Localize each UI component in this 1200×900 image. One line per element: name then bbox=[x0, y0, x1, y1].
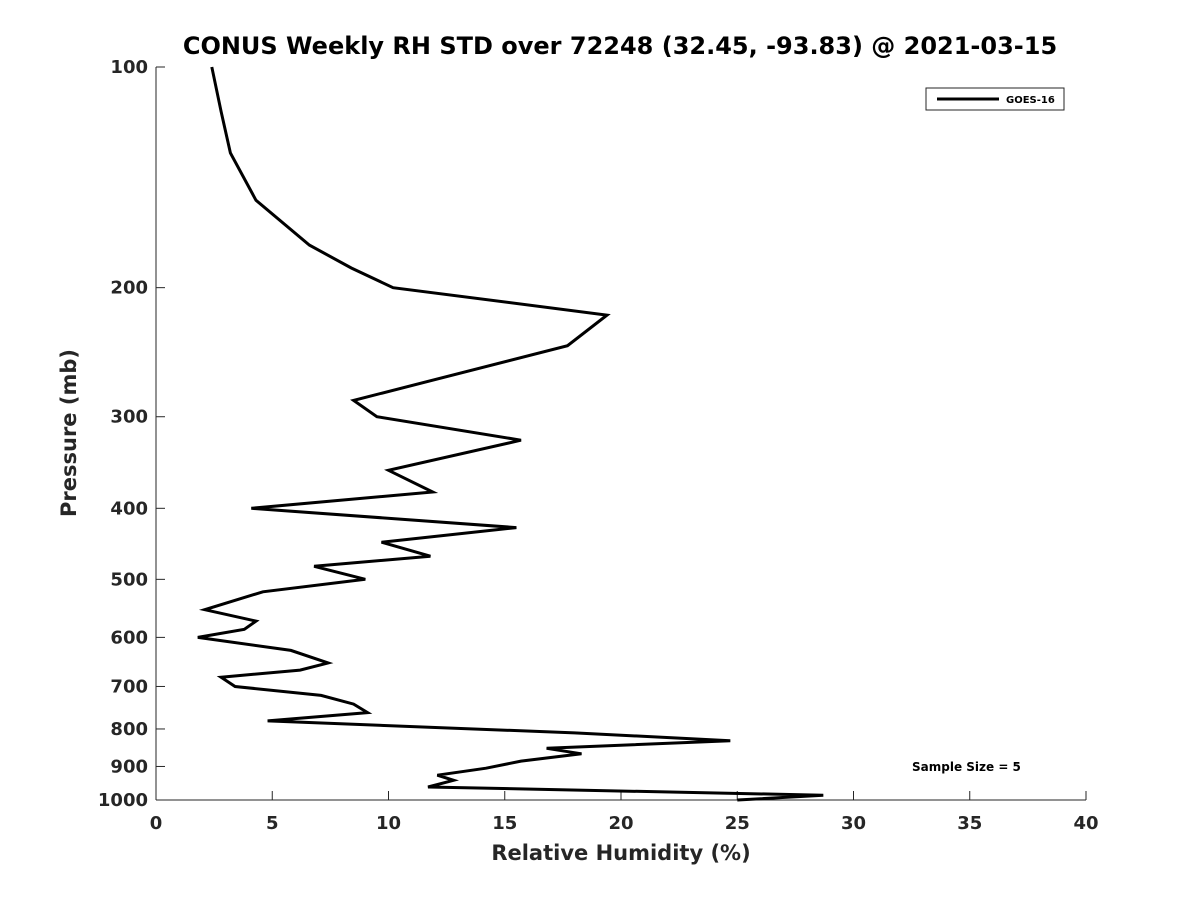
y-axis-label: Pressure (mb) bbox=[57, 349, 81, 517]
y-tick-label: 1000 bbox=[98, 790, 148, 811]
y-ticks: 100 200 300 400 500 600 700 800 900 1000 bbox=[98, 57, 165, 811]
y-tick-label: 500 bbox=[110, 569, 148, 590]
y-tick-label: 600 bbox=[110, 627, 148, 648]
x-tick-label: 40 bbox=[1073, 813, 1098, 834]
x-tick-label: 10 bbox=[376, 813, 401, 834]
chart-title: CONUS Weekly RH STD over 72248 (32.45, -… bbox=[183, 32, 1057, 60]
y-tick-label: 800 bbox=[110, 719, 148, 740]
x-tick-label: 0 bbox=[150, 813, 163, 834]
x-tick-label: 25 bbox=[725, 813, 750, 834]
x-tick-label: 5 bbox=[266, 813, 279, 834]
y-tick-label: 900 bbox=[110, 756, 148, 777]
y-tick-label: 400 bbox=[110, 498, 148, 519]
x-tick-label: 15 bbox=[492, 813, 517, 834]
legend: GOES-16 bbox=[925, 87, 1065, 111]
series-line-goes16 bbox=[197, 66, 824, 802]
plot-area: 0 5 10 15 20 25 30 35 40 100 200 300 400 500 600 700 80… bbox=[98, 57, 1099, 834]
x-tick-label: 30 bbox=[841, 813, 866, 834]
sample-size-annotation: Sample Size = 5 bbox=[912, 760, 1021, 774]
x-axis-label: Relative Humidity (%) bbox=[491, 841, 750, 865]
y-tick-label: 700 bbox=[110, 676, 148, 697]
y-tick-label: 200 bbox=[110, 278, 148, 299]
legend-entry-goes16: GOES-16 bbox=[1006, 95, 1055, 106]
y-tick-label: 100 bbox=[110, 57, 148, 78]
x-tick-label: 35 bbox=[957, 813, 982, 834]
x-ticks: 0 5 10 15 20 25 30 35 40 bbox=[150, 791, 1099, 834]
series-layer bbox=[197, 66, 824, 802]
y-tick-label: 300 bbox=[110, 407, 148, 428]
x-tick-label: 20 bbox=[608, 813, 633, 834]
